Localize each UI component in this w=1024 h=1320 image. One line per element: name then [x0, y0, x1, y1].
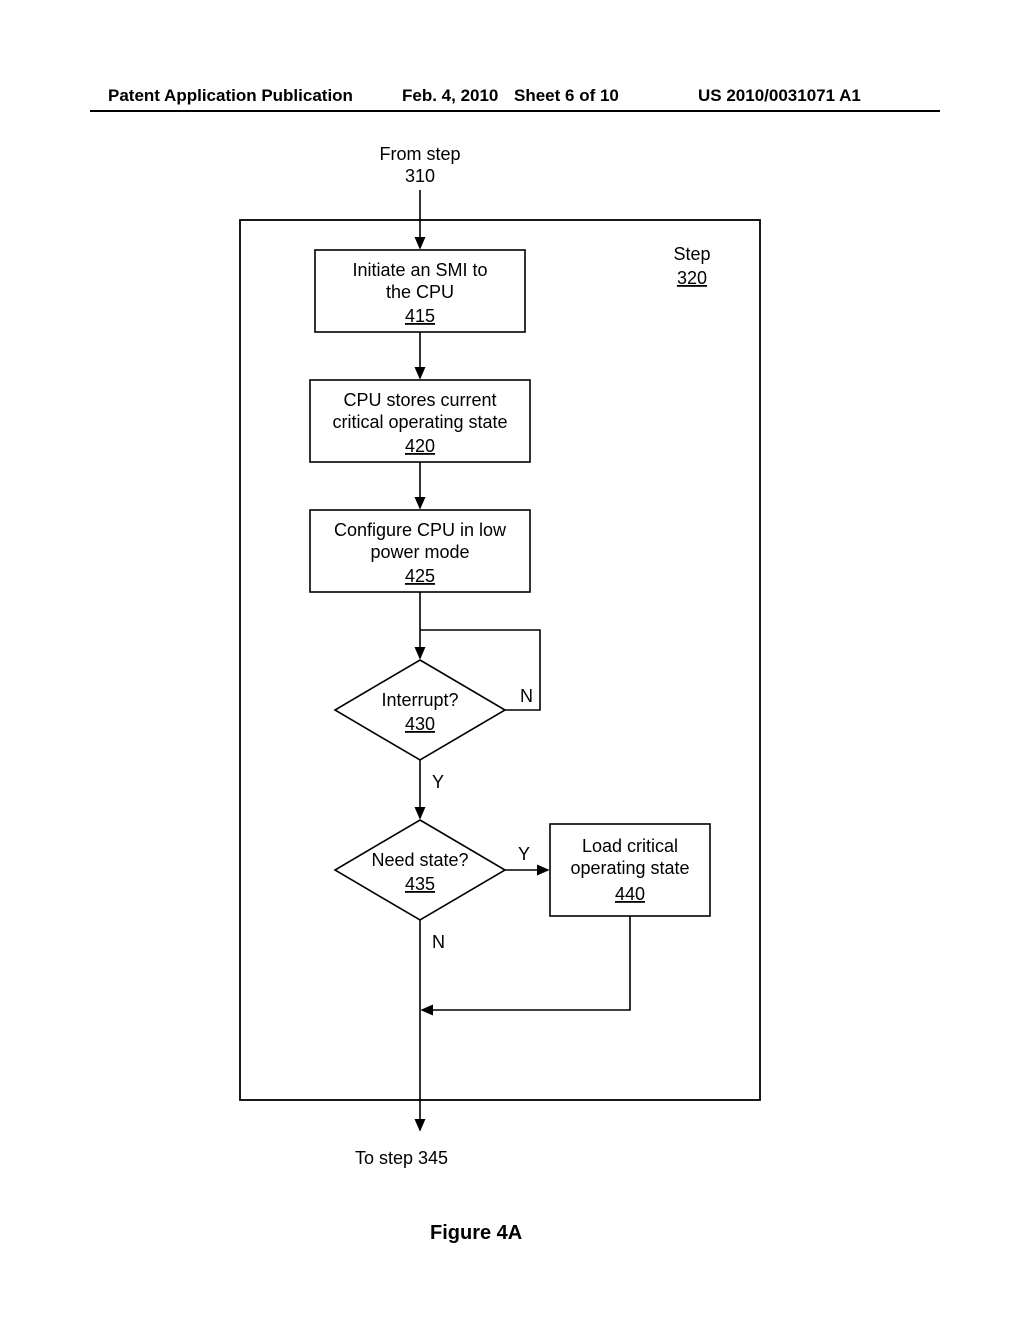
exit-label: To step 345	[355, 1148, 448, 1169]
figure-caption: Figure 4A	[430, 1222, 522, 1245]
node-415-l1: Initiate an SMI to	[352, 260, 487, 280]
node-420-l2: critical operating state	[332, 412, 507, 432]
container-box	[240, 220, 760, 1100]
node-420-l1: CPU stores current	[343, 390, 496, 410]
branch-430-n: N	[520, 686, 533, 706]
container-label-ref: 320	[677, 268, 707, 288]
publication-label: Patent Application Publication	[108, 86, 353, 106]
node-435-l1: Need state?	[371, 850, 468, 870]
node-425-ref: 425	[405, 566, 435, 586]
node-435-ref: 435	[405, 874, 435, 894]
node-440-ref: 440	[615, 884, 645, 904]
branch-430-y: Y	[432, 772, 444, 792]
node-430-diamond	[335, 660, 505, 760]
branch-435-y: Y	[518, 844, 530, 864]
header-rule	[90, 110, 940, 112]
flowchart: From step 310 Step 320 Initiate an SMI t…	[220, 140, 780, 1140]
node-420-ref: 420	[405, 436, 435, 456]
entry-label-2: 310	[405, 166, 435, 186]
branch-435-n: N	[432, 932, 445, 952]
node-440-l2: operating state	[570, 858, 689, 878]
node-425-l1: Configure CPU in low	[334, 520, 507, 540]
container-label-step: Step	[673, 244, 710, 264]
publication-number: US 2010/0031071 A1	[698, 86, 861, 106]
node-430-ref: 430	[405, 714, 435, 734]
node-440-l1: Load critical	[582, 836, 678, 856]
sheet-number: Sheet 6 of 10	[514, 86, 619, 106]
entry-label-1: From step	[379, 144, 460, 164]
page: Patent Application Publication Feb. 4, 2…	[0, 0, 1024, 1320]
edge-440-merge	[422, 916, 630, 1010]
node-425-l2: power mode	[370, 542, 469, 562]
node-415-l2: the CPU	[386, 282, 454, 302]
node-435-diamond	[335, 820, 505, 920]
publication-date: Feb. 4, 2010	[402, 86, 498, 106]
node-415-ref: 415	[405, 306, 435, 326]
node-430-l1: Interrupt?	[381, 690, 458, 710]
